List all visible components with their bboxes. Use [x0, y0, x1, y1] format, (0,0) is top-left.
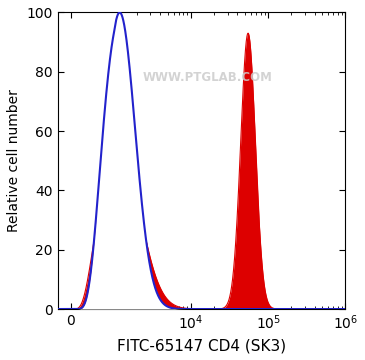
Y-axis label: Relative cell number: Relative cell number: [7, 89, 21, 232]
X-axis label: FITC-65147 CD4 (SK3): FITC-65147 CD4 (SK3): [117, 338, 286, 353]
Text: WWW.PTGLAB.COM: WWW.PTGLAB.COM: [142, 71, 272, 84]
